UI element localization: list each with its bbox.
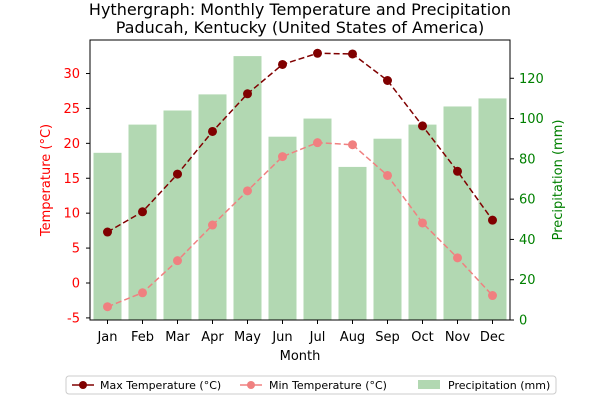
left-tick-label: -5 [67,311,80,326]
max-temp-point-oct [418,121,427,131]
legend-min-marker [247,381,255,389]
precip-bar-mar [163,110,192,320]
chart-title: Hythergraph: Monthly Temperature and Pre… [89,0,511,19]
left-tick-label: 5 [72,242,80,257]
x-tick-label: Nov [445,330,471,345]
max-temp-point-apr [208,126,217,136]
right-tick-label: 60 [519,193,536,208]
temperature-lines [103,48,497,312]
legend-max-label: Max Temperature (°C) [100,379,221,392]
max-temp-point-feb [138,207,147,217]
x-tick-label: Apr [201,330,224,345]
x-tick-label: Sep [375,330,400,345]
chart-subtitle: Paducah, Kentucky (United States of Amer… [116,18,485,37]
x-tick-label: Jan [96,330,117,345]
plot-frame [89,39,511,321]
max-temp-point-mar [173,169,182,179]
left-axis-label: Temperature (°C) [39,124,54,237]
precip-bar-jun [268,136,297,320]
min-temp-point-nov [453,253,462,263]
x-tick-label: Jun [271,330,292,345]
left-tick-label: 25 [63,102,80,117]
max-temp-line [107,52,494,233]
min-temp-point-apr [208,220,217,230]
max-temp-point-jan [103,227,112,237]
x-tick-label: Dec [480,330,505,345]
left-temperature-axis: -5 0 5 10 15 20 25 30 [63,67,90,326]
precip-bar-jul [303,118,332,320]
max-temp-point-nov [453,166,462,176]
min-temp-point-sep [383,170,392,180]
right-tick-label: 80 [519,152,536,167]
month-axis: Jan Feb Mar Apr May Jun Jul Aug Sep Oct Nov Dec [96,320,505,345]
right-precipitation-axis: 0 20 40 60 80 100 120 [510,72,544,329]
left-tick-label: 20 [63,137,80,152]
left-tick-label: 10 [63,207,80,222]
left-tick-label: 15 [63,172,80,187]
right-tick-label: 120 [519,72,544,87]
x-tick-label: Mar [165,330,190,345]
right-tick-label: 20 [519,273,536,288]
min-temp-point-feb [138,288,147,298]
right-tick-label: 0 [519,314,527,329]
max-temp-point-sep [383,75,392,85]
max-temp-point-dec [488,215,497,225]
legend-min-label: Min Temperature (°C) [269,379,387,392]
max-temp-point-jul [313,48,322,58]
x-tick-label: Feb [131,330,154,345]
min-temp-point-jul [313,138,322,148]
min-temp-point-jun [278,152,287,162]
legend-precip-swatch [418,380,440,389]
precip-bar-nov [443,106,472,320]
x-tick-label: Aug [340,330,365,345]
x-tick-label: Oct [411,330,433,345]
precip-bar-feb [128,124,157,321]
min-temp-point-may [243,186,252,196]
min-temp-point-mar [173,256,182,266]
x-axis-label: Month [280,349,321,364]
min-temp-point-aug [348,140,357,150]
right-axis-label: Precipitation (mm) [551,120,566,241]
precip-bar-dec [478,98,507,320]
left-tick-label: 30 [63,67,80,82]
max-temp-point-jun [278,59,287,69]
max-temp-point-aug [348,49,357,59]
right-tick-label: 100 [519,112,544,127]
min-temp-point-jan [103,302,112,312]
min-temp-point-dec [488,291,497,301]
min-temp-point-oct [418,218,427,228]
legend-precip-label: Precipitation (mm) [448,379,550,392]
legend: Max Temperature (°C) Min Temperature (°C… [65,375,557,395]
min-temp-line [107,141,494,308]
max-temp-point-may [243,89,252,99]
precip-bar-sep [373,138,402,320]
precip-bar-aug [338,166,367,320]
left-tick-label: 0 [72,276,80,291]
legend-max-marker [79,381,87,389]
x-tick-label: May [234,330,261,345]
x-tick-label: Jul [309,330,326,345]
right-tick-label: 40 [519,233,536,248]
